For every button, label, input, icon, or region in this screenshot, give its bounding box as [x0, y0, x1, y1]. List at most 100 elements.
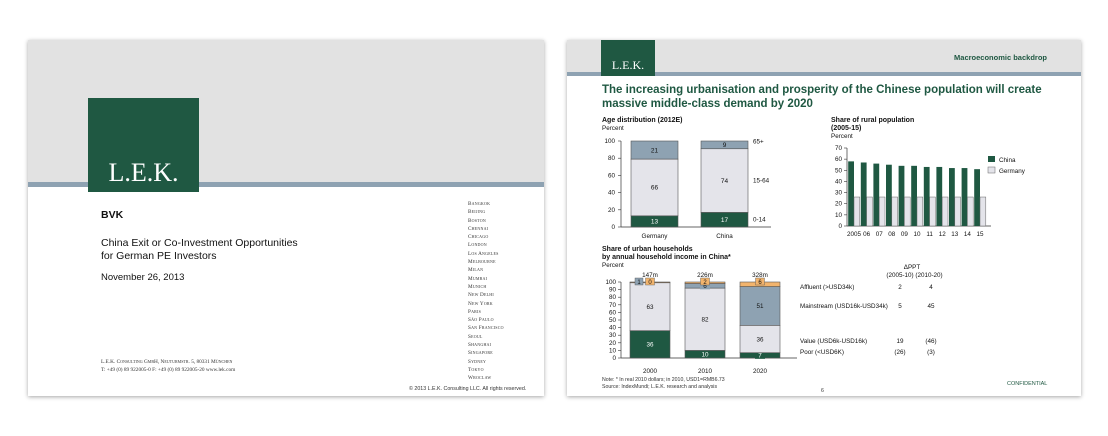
office-city: Chicago [468, 234, 489, 241]
copyright: © 2013 L.E.K. Consulting LLC. All rights… [409, 386, 527, 392]
bar-value-label: 21 [651, 147, 659, 154]
office-city: Melbourne [468, 259, 496, 266]
headline-line2: massive middle-class demand by 2020 [602, 97, 813, 110]
delta-value: (26) [894, 349, 905, 356]
bar-germany [891, 196, 898, 227]
chart-title: Age distribution (2012E) [602, 117, 683, 124]
bar-total-label: 147m [642, 272, 658, 279]
x-tick-label: China [716, 233, 733, 240]
delta-col-header: (2010-20) [915, 272, 942, 279]
chart-title: Share of rural population [831, 117, 914, 124]
y-axis-label: Percent [831, 133, 853, 140]
bar-germany [929, 196, 936, 227]
bar-germany [979, 196, 987, 227]
office-city: Singapore [468, 350, 493, 357]
x-tick-label: 08 [888, 231, 896, 238]
office-city: Mumbai [468, 275, 488, 282]
bar-value-label: 36 [646, 342, 654, 349]
headline-line1: The increasing urbanisation and prosperi… [602, 84, 1042, 96]
y-axis-label: Percent [602, 125, 624, 132]
footnote-source: Source: IndexMundi; L.E.K. research and … [602, 384, 718, 390]
bar-value-label: 66 [651, 185, 659, 192]
x-tick-label: 14 [964, 231, 972, 238]
office-city: Wroclaw [468, 375, 492, 382]
delta-header: ΔPPT [904, 264, 921, 271]
address-line: L.E.K. Consulting GmbH, Neuturmstr. 5, 8… [101, 359, 233, 365]
office-city: Shanghai [468, 342, 492, 349]
office-city: Seoul [468, 333, 483, 340]
series-label: Affluent (>USD34k) [800, 284, 854, 291]
bar-germany [878, 196, 886, 227]
office-city-list: Bangkok Beijing Boston Chennai Chicago London… [468, 200, 504, 383]
x-tick-label: 07 [876, 231, 884, 238]
bar-value-label: 17 [721, 217, 729, 224]
x-tick-label: 10 [913, 231, 921, 238]
y-axis-label: Percent [602, 262, 624, 269]
title-slide: L.E.K. BVK China Exit or Co-Investment O… [28, 40, 544, 396]
content-slide: L.E.K. Macroeconomic backdrop The increa… [567, 40, 1081, 396]
y-tick-label: 90 [609, 287, 617, 294]
bar-china [923, 166, 930, 226]
x-tick-label: Germany [642, 233, 669, 240]
bar-china [936, 166, 943, 226]
series-label: 15-64 [753, 178, 770, 185]
x-tick-label: 2005 [847, 231, 862, 238]
y-tick-label: 10 [609, 347, 617, 354]
bar-value-label: 6 [703, 283, 707, 290]
bar-china [873, 163, 880, 226]
label-chip [755, 351, 765, 359]
bar-value-label: 82 [701, 317, 709, 324]
rural-population-chart: Share of rural population(2005-15)Percen… [831, 117, 1026, 238]
chart-title: by annual household income in China* [602, 254, 731, 261]
bar-segment [739, 286, 781, 326]
legend-swatch-china [988, 156, 995, 162]
bar-china [848, 161, 854, 226]
presentation-date: November 26, 2013 [101, 272, 185, 283]
series-label: Poor (<USD6K) [800, 349, 844, 356]
x-tick-label: 06 [863, 231, 871, 238]
label-chip [700, 282, 710, 290]
bar-china [911, 165, 917, 226]
delta-value: 19 [896, 338, 904, 345]
bar-germany [866, 196, 873, 227]
legend-label: Germany [999, 168, 1026, 175]
series-label: Value (USD6k-USD16k) [800, 338, 867, 345]
header-rule [28, 182, 544, 187]
delta-value: 4 [929, 284, 933, 291]
delta-value: 5 [898, 303, 902, 310]
office-city: Tokyo [468, 366, 484, 373]
office-city: Boston [468, 217, 486, 224]
series-label: 65+ [753, 139, 764, 146]
y-tick-label: 50 [835, 167, 843, 174]
x-tick-label: 2010 [698, 368, 713, 375]
y-tick-label: 40 [609, 325, 617, 332]
section-title: Macroeconomic backdrop [954, 53, 1047, 62]
lek-logo: L.E.K. [601, 40, 655, 76]
footnote-note: Note: * In real 2010 dollars; in 2010, U… [602, 377, 725, 383]
legend-swatch-germany [987, 166, 996, 174]
y-tick-label: 50 [609, 317, 617, 324]
x-tick-label: 13 [951, 231, 959, 238]
y-tick-label: 20 [609, 340, 617, 347]
x-tick-label: 11 [926, 231, 933, 238]
bar-value-label: 0 [648, 280, 652, 286]
lek-logo: L.E.K. [88, 98, 199, 192]
label-chip [700, 350, 710, 358]
bar-value-label: 10 [701, 352, 709, 359]
y-tick-label: 80 [609, 294, 617, 301]
y-tick-label: 80 [608, 155, 616, 162]
y-tick-label: 0 [611, 224, 615, 231]
bar-segment [630, 140, 679, 160]
y-tick-label: 40 [608, 190, 616, 197]
header-rule [567, 72, 1081, 76]
top-chip [645, 277, 655, 286]
y-tick-label: 30 [835, 190, 843, 197]
headline: The increasing urbanisation and prosperi… [602, 84, 1042, 111]
y-tick-label: 20 [835, 201, 843, 208]
office-city: London [468, 242, 487, 249]
y-tick-label: 100 [605, 279, 616, 286]
top-chip [755, 277, 765, 286]
bar-germany [853, 196, 861, 227]
office-city: Munich [468, 283, 487, 290]
